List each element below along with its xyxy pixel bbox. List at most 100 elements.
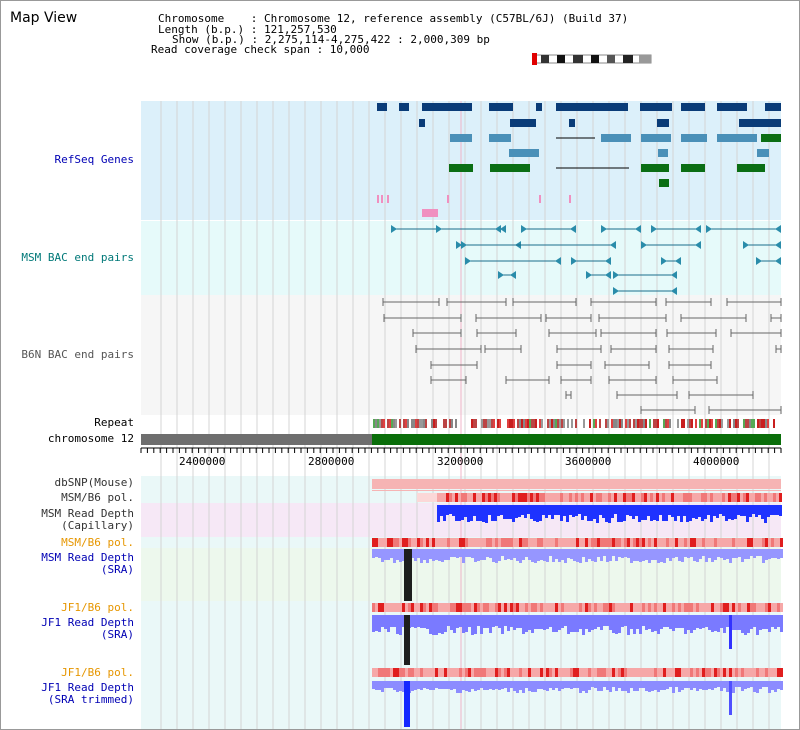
read-depth-bar (522, 549, 525, 560)
read-depth-bar (570, 615, 573, 632)
read-depth-bar (777, 615, 780, 627)
polymorphism-mark (414, 538, 417, 547)
polymorphism-mark (606, 538, 609, 547)
jf1-depth-sra-label[interactable]: JF1 Read Depth (SRA) (41, 616, 134, 641)
read-depth-bar (633, 681, 636, 691)
read-depth-bar (420, 549, 423, 563)
bac-end-marker (651, 225, 657, 233)
read-depth-bar (447, 681, 450, 689)
read-depth-bar (708, 615, 711, 630)
polymorphism-mark (624, 668, 627, 677)
polymorphism-mark (558, 538, 561, 547)
msm-b6-pol-label-2[interactable]: MSM/B6 pol. (61, 536, 134, 549)
read-depth-bar (588, 549, 591, 559)
read-depth-bar (488, 505, 491, 515)
read-depth-bar (477, 549, 480, 561)
read-depth-bar (483, 615, 486, 628)
read-depth-bar (525, 681, 528, 688)
repeat-mark (691, 419, 693, 428)
read-depth-bar (632, 505, 635, 519)
repeat-mark (541, 419, 543, 428)
refseq-label[interactable]: RefSeq Genes (54, 153, 134, 166)
repeat-mark (657, 419, 659, 428)
repeat-mark (717, 419, 719, 428)
polymorphism-mark (567, 603, 570, 612)
jf1-b6-pol-label-1[interactable]: JF1/B6 pol. (61, 601, 134, 614)
read-depth-bar (636, 615, 639, 629)
read-depth-bar (543, 681, 546, 690)
show-range-info: Show (b.p.) : 2,275,114-4,275,422 : 2,00… (172, 33, 490, 46)
read-depth-bar (426, 549, 429, 563)
refseq-genes[interactable] (1, 1, 800, 231)
read-depth-bar (372, 615, 375, 632)
bac-end-pairs[interactable] (1, 1, 800, 421)
read-depth-bar (660, 615, 663, 629)
polymorphism-mark (530, 493, 533, 502)
read-depth-bar (666, 549, 669, 558)
msm-depth-sra-label[interactable]: MSM Read Depth (SRA) (41, 551, 134, 576)
repeat-mark (489, 419, 491, 428)
polymorphism-mark (462, 603, 465, 612)
polymorphism-mark (474, 668, 477, 677)
read-depth-bar (609, 681, 612, 692)
read-depth-bar (678, 681, 681, 692)
read-depth-bar (737, 505, 740, 515)
repeat-mark (635, 419, 637, 428)
polymorphism-mark (668, 493, 671, 502)
read-depth-bar (699, 615, 702, 629)
polymorphism-mark (771, 603, 774, 612)
polymorphism-mark (563, 493, 566, 502)
jf1-depth-trim-label[interactable]: JF1 Read Depth (SRA trimmed) (41, 681, 134, 706)
read-depth-bar (651, 681, 654, 691)
repeat-track[interactable] (1, 1, 800, 446)
polymorphism-mark (504, 668, 507, 677)
read-depth-bar (443, 505, 446, 521)
read-depth-bar (450, 549, 453, 557)
polymorphism-mark (545, 493, 548, 502)
polymorphism-mark (633, 668, 636, 677)
repeat-mark (425, 419, 427, 428)
dbsnp-label[interactable]: dbSNP(Mouse) (54, 476, 134, 489)
polymorphism-mark (387, 603, 390, 612)
b6n-bac-label[interactable]: B6N BAC end pairs (21, 348, 134, 361)
msm-bac-label[interactable]: MSM BAC end pairs (21, 251, 134, 264)
repeat-label: Repeat (94, 416, 134, 429)
polymorphism-mark (462, 538, 465, 547)
read-depth-bar (510, 681, 513, 688)
read-depth-bar (542, 505, 545, 515)
read-depth-bar (480, 549, 483, 560)
jf1-b6-pol-label-2[interactable]: JF1/B6 pol. (61, 666, 134, 679)
chromosome-ideogram[interactable] (531, 53, 655, 65)
read-depth-bar (501, 549, 504, 556)
polymorphism-mark (540, 538, 543, 547)
polymorphism-mark (473, 493, 476, 502)
repeat-mark (451, 419, 453, 428)
read-depth-bar (776, 505, 779, 515)
read-depth-bar (519, 549, 522, 563)
repeat-mark (653, 419, 655, 428)
read-depth-bar (396, 615, 399, 634)
chromosome-band-gray (141, 434, 372, 445)
repeat-mark (399, 419, 401, 428)
read-depth-bar (681, 615, 684, 628)
read-depth-bar (612, 681, 615, 687)
polymorphism-mark (636, 603, 639, 612)
msm-b6-pol-label-1[interactable]: MSM/B6 pol. (61, 491, 134, 504)
read-depth-bar (432, 681, 435, 690)
polymorphism-mark (378, 603, 381, 612)
msm-depth-cap-label[interactable]: MSM Read Depth (Capillary) (41, 507, 134, 532)
polymorphism-mark (438, 538, 441, 547)
polymorphism-mark (722, 493, 725, 502)
read-depth-bar (446, 505, 449, 515)
bac-end-marker (613, 287, 619, 295)
polymorphism-mark (390, 538, 393, 547)
polymorphism-mark (774, 538, 777, 547)
polymorphism-mark (471, 603, 474, 612)
polymorphism-mark (582, 668, 585, 677)
read-depth-bar (594, 549, 597, 562)
read-depth-bar (513, 615, 516, 630)
read-depth-bar (462, 681, 465, 690)
read-depth-bar (381, 549, 384, 562)
repeat-mark (519, 419, 521, 428)
